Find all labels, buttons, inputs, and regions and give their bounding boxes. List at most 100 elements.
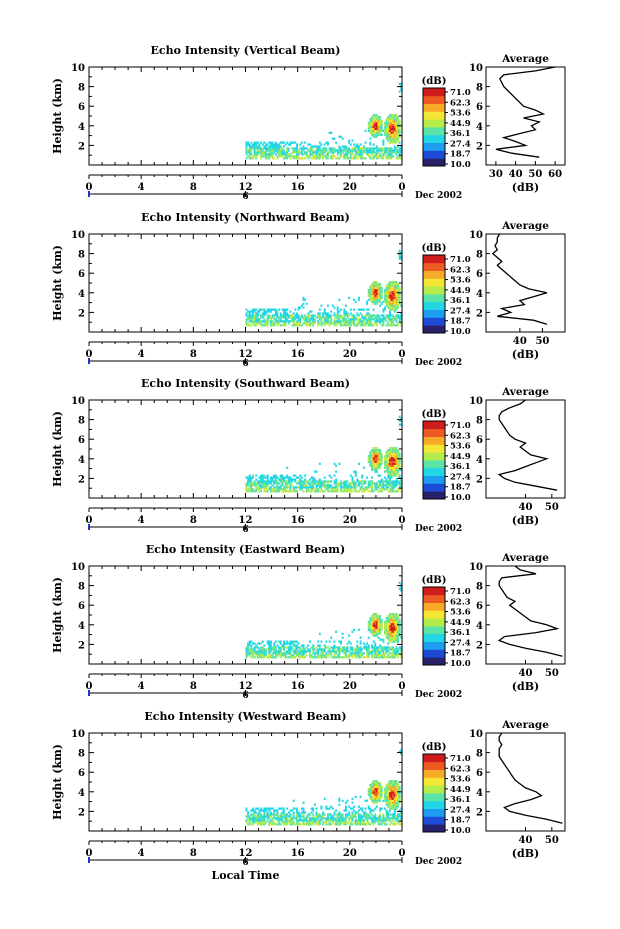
echo-cell — [385, 819, 388, 822]
echo-cell — [395, 116, 398, 119]
echo-cell — [307, 819, 310, 822]
echo-cell — [255, 819, 258, 822]
echo-cell — [271, 151, 274, 154]
echo-cell — [369, 151, 372, 154]
echo-cell — [327, 813, 329, 816]
echo-cell — [354, 823, 357, 826]
echo-cell — [331, 137, 334, 140]
echo-cell — [273, 157, 276, 160]
echo-cell — [398, 624, 401, 628]
echo-cell — [292, 478, 295, 481]
echo-cell — [281, 314, 284, 317]
echo-cell — [289, 155, 292, 158]
echo-cell — [379, 286, 382, 290]
echo-cell — [341, 819, 344, 822]
echo-cell — [336, 813, 339, 816]
echo-cell — [357, 298, 360, 301]
colorbar-frame — [422, 586, 446, 666]
echo-cell — [382, 815, 385, 818]
echo-cell — [279, 476, 282, 479]
echo-cell — [273, 809, 276, 812]
echo-cell — [398, 809, 401, 812]
echo-cell — [371, 618, 373, 622]
echo-cell — [289, 809, 292, 812]
echo-cell — [397, 460, 400, 464]
echo-cell — [271, 141, 274, 144]
echo-cell — [377, 454, 380, 458]
echo-cell — [305, 646, 308, 649]
echo-cell — [351, 646, 354, 649]
echo-cell — [369, 298, 372, 301]
echo-cell — [330, 815, 333, 818]
echo-cell — [372, 318, 375, 321]
echo-cell — [289, 143, 292, 146]
echo-cell — [253, 314, 256, 317]
echo-cell — [273, 476, 276, 479]
echo-cell — [380, 286, 383, 290]
echo-cell — [335, 322, 338, 325]
echo-cell — [392, 283, 395, 286]
echo-cell — [331, 147, 334, 150]
echo-cell — [393, 650, 396, 653]
echo-cell — [369, 622, 372, 626]
echo-cell — [340, 650, 342, 653]
echo-cell — [398, 292, 401, 296]
echo-cell — [393, 149, 396, 152]
echo-cell — [374, 817, 377, 820]
echo-cell — [312, 316, 315, 319]
colorbar-swatch — [423, 483, 445, 492]
echo-cell — [291, 654, 294, 657]
echo-cell — [379, 322, 382, 325]
echo-cell — [333, 474, 336, 477]
echo-cell — [328, 490, 331, 493]
echo-cell — [291, 646, 294, 649]
echo-heatmap — [245, 581, 403, 659]
echo-cell — [299, 813, 302, 816]
echo-cell — [385, 789, 388, 793]
echo-cell — [310, 488, 313, 491]
echo-cell — [289, 490, 292, 493]
echo-cell — [255, 324, 258, 327]
echo-cell — [377, 815, 380, 818]
echo-cell — [256, 652, 259, 655]
echo-cell — [312, 817, 315, 820]
echo-cell — [393, 791, 396, 795]
echo-cell — [357, 155, 360, 158]
echo-cell — [312, 155, 315, 158]
colorbar-tick-label: 62.3 — [450, 597, 471, 607]
colorbar-swatch — [423, 286, 445, 295]
echo-cell — [273, 646, 276, 649]
echo-cell — [379, 121, 382, 125]
colorbar-swatch — [423, 800, 445, 809]
echo-cell — [344, 157, 347, 160]
echo-cell — [372, 116, 375, 119]
echo-cell — [322, 314, 325, 317]
echo-cell — [374, 650, 377, 653]
echo-cell — [393, 449, 396, 452]
echo-cell — [269, 308, 272, 311]
echo-cell — [276, 817, 279, 820]
echo-cell — [377, 783, 380, 787]
echo-cell — [395, 482, 398, 485]
echo-cell — [312, 652, 315, 655]
echo-cell — [300, 480, 303, 483]
echo-cell — [248, 490, 251, 493]
echo-cell — [393, 302, 396, 305]
echo-cell — [248, 652, 251, 655]
echo-cell — [357, 646, 360, 649]
echo-cell — [263, 474, 266, 477]
echo-cell — [348, 650, 351, 653]
echo-cell — [253, 310, 256, 313]
echo-cell — [392, 482, 395, 485]
echo-cell — [387, 636, 390, 639]
echo-cell — [379, 815, 382, 818]
echo-cell — [371, 782, 373, 785]
echo-cell — [348, 634, 351, 637]
echo-cell — [369, 793, 372, 797]
echo-cell — [398, 155, 401, 158]
echo-cell — [245, 141, 248, 144]
echo-cell — [388, 780, 391, 783]
echo-cell — [374, 151, 377, 154]
echo-cell — [388, 466, 391, 469]
echo-cell — [248, 823, 251, 826]
